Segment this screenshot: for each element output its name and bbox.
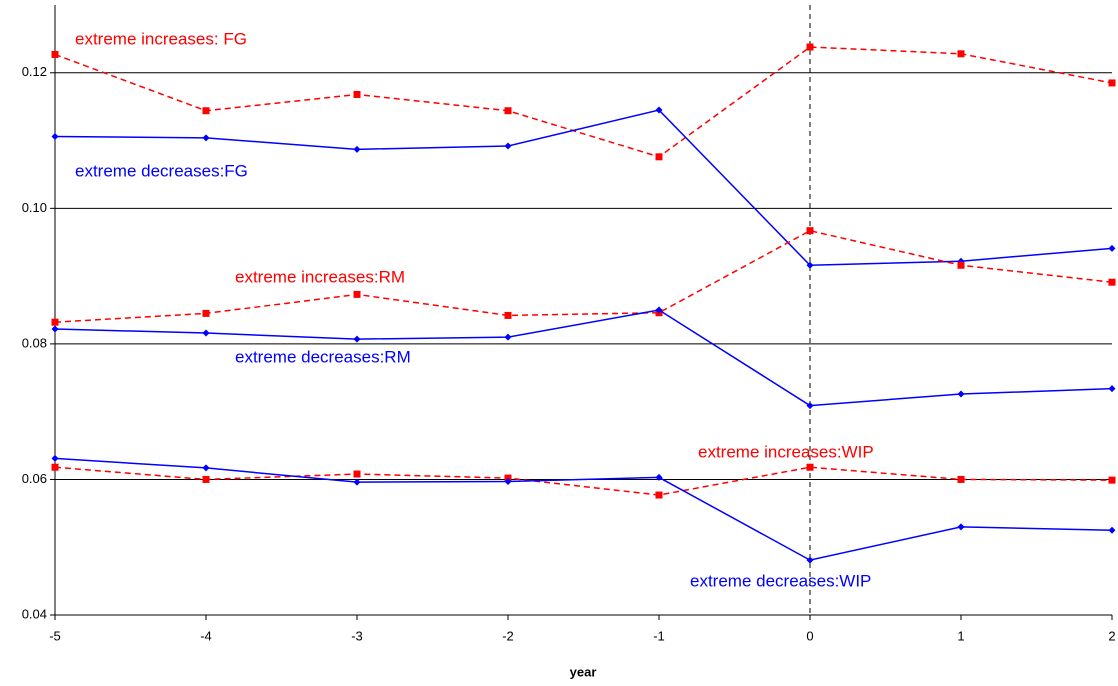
marker (51, 318, 59, 326)
y-tick-label: 0.06 (22, 471, 47, 486)
marker (353, 335, 361, 343)
y-tick-label: 0.10 (22, 200, 47, 215)
marker (1108, 278, 1116, 286)
marker (957, 523, 965, 531)
marker (806, 556, 814, 564)
series-label: extreme increases:WIP (698, 442, 874, 461)
marker (202, 134, 210, 142)
marker (957, 390, 965, 398)
marker (202, 309, 210, 317)
marker (353, 90, 361, 98)
series-label: extreme decreases:WIP (690, 571, 871, 590)
marker (202, 475, 210, 483)
marker (1108, 385, 1116, 393)
marker (353, 145, 361, 153)
y-tick-label: 0.04 (22, 606, 47, 621)
x-tick-label: -1 (653, 628, 665, 643)
marker (806, 227, 814, 235)
marker (51, 132, 59, 140)
marker (655, 473, 663, 481)
marker (353, 478, 361, 486)
x-tick-label: 2 (1108, 628, 1115, 643)
marker (806, 463, 814, 471)
marker (957, 261, 965, 269)
marker (1108, 79, 1116, 87)
series-label: extreme increases: FG (75, 29, 247, 48)
x-tick-label: 0 (806, 628, 813, 643)
marker (51, 463, 59, 471)
x-tick-label: -2 (502, 628, 514, 643)
x-axis-label: year (570, 664, 597, 679)
x-tick-label: -4 (200, 628, 212, 643)
series-line (54, 109, 1113, 267)
series-label: extreme decreases:FG (75, 161, 248, 180)
marker (51, 325, 59, 333)
marker (51, 454, 59, 462)
marker (504, 333, 512, 341)
marker (504, 311, 512, 319)
marker (957, 475, 965, 483)
y-tick-label: 0.12 (22, 64, 47, 79)
series-line (54, 229, 1113, 323)
marker (806, 402, 814, 410)
marker (504, 477, 512, 485)
marker (806, 43, 814, 51)
marker (202, 464, 210, 472)
series-label: extreme decreases:RM (235, 347, 411, 366)
marker (655, 306, 663, 314)
marker (655, 491, 663, 499)
marker (504, 142, 512, 150)
marker (51, 50, 59, 58)
x-tick-label: -5 (49, 628, 61, 643)
marker (202, 329, 210, 337)
marker (1108, 526, 1116, 534)
x-tick-label: 1 (957, 628, 964, 643)
marker (1108, 476, 1116, 484)
series-line (54, 46, 1113, 158)
series-line (54, 457, 1113, 561)
series-line (54, 309, 1113, 407)
marker (353, 290, 361, 298)
marker (202, 107, 210, 115)
series-line (54, 466, 1113, 496)
marker (1108, 244, 1116, 252)
marker (353, 470, 361, 478)
marker (655, 106, 663, 114)
marker (504, 107, 512, 115)
marker (806, 261, 814, 269)
x-tick-label: -3 (351, 628, 363, 643)
series-label: extreme increases:RM (235, 267, 405, 286)
y-tick-label: 0.08 (22, 335, 47, 350)
marker (655, 153, 663, 161)
marker (957, 50, 965, 58)
